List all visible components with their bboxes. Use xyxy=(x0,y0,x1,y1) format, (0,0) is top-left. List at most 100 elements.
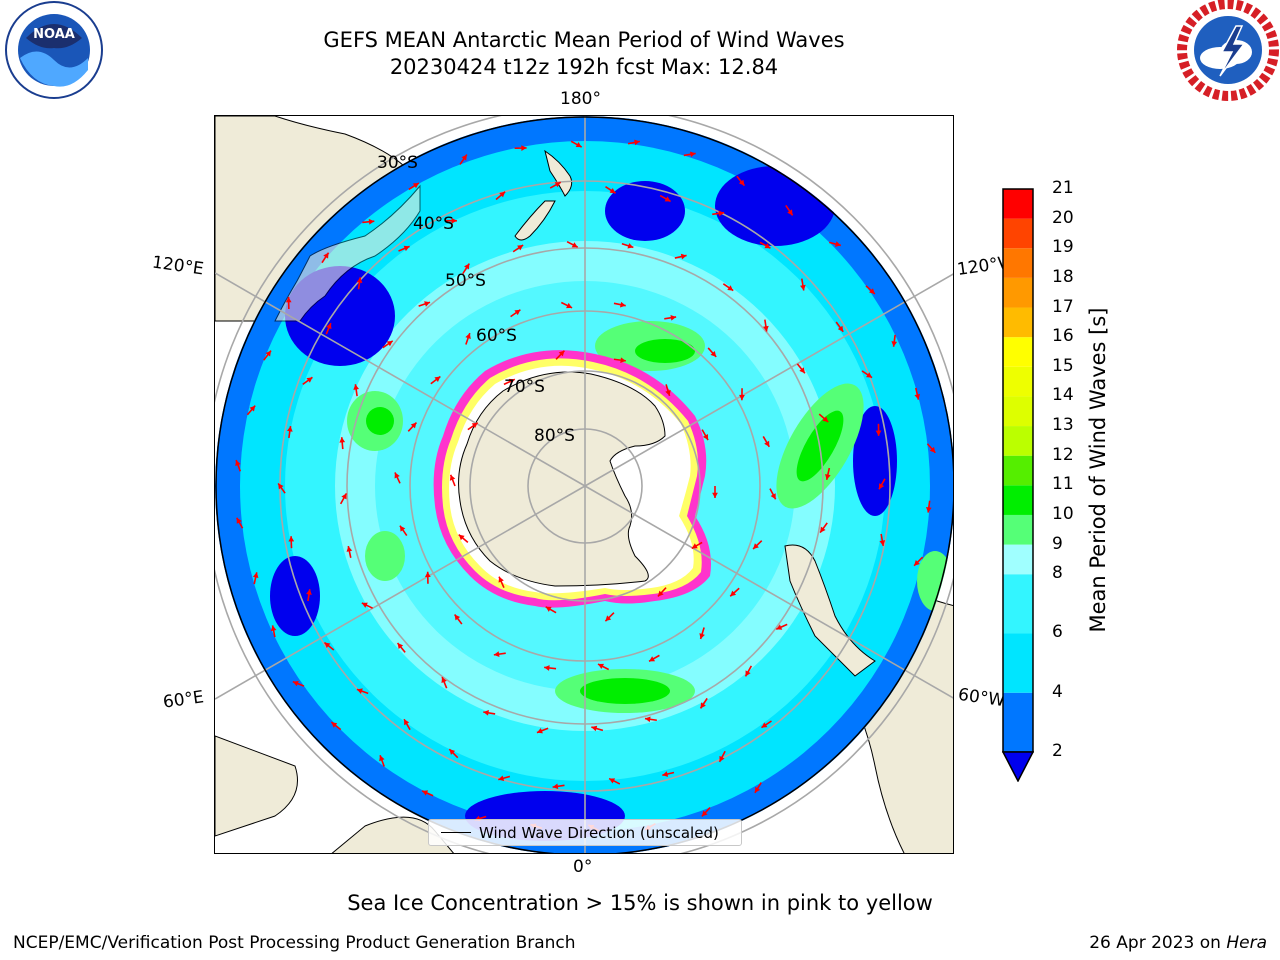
lat-label-40s: 40°S xyxy=(413,214,454,234)
colorbar-bin-0 xyxy=(1003,692,1033,752)
lon-label-180: 180° xyxy=(560,89,601,109)
wind-arrow-head-icon xyxy=(422,790,429,796)
colorbar-bin-2 xyxy=(1003,574,1033,634)
wind-arrow-head-icon xyxy=(399,525,406,532)
map-legend: Wind Wave Direction (unscaled) xyxy=(428,819,742,846)
wind-arrow-head-icon xyxy=(764,243,771,249)
wind-arrow-head-icon xyxy=(449,749,456,755)
wind-arrow-head-icon xyxy=(665,389,671,396)
wind-arrow-head-icon xyxy=(412,183,419,189)
colorbar-bin-11 xyxy=(1003,307,1033,338)
wind-arrow-head-icon xyxy=(699,633,705,640)
colorbar-bin-1 xyxy=(1003,633,1033,693)
wind-arrow-head-icon xyxy=(498,576,504,583)
wind-arrow-head-icon xyxy=(619,301,626,308)
colorbar-bin-9 xyxy=(1003,366,1033,397)
wind-arrow-head-icon xyxy=(386,340,393,347)
wind-arrow-head-icon xyxy=(306,589,312,595)
colorbar-bin-15 xyxy=(1003,189,1033,219)
colorbar-tick-14: 14 xyxy=(1052,385,1074,406)
wind-arrow-head-icon xyxy=(644,716,651,723)
wind-arrow-head-icon xyxy=(664,196,671,202)
wind-arrow-head-icon xyxy=(566,302,573,309)
longitude-lines xyxy=(215,116,953,853)
wind-arrow-head-icon xyxy=(341,493,347,500)
wind-arrow-head-icon xyxy=(288,536,295,542)
wind-arrow-head-icon xyxy=(754,786,761,793)
wind-arrow-head-icon xyxy=(499,191,506,198)
wind-arrow-head-icon xyxy=(252,572,259,579)
footer-credit: NCEP/EMC/Verification Post Processing Pr… xyxy=(13,933,576,953)
wind-arrow-head-icon xyxy=(514,309,521,316)
wind-arrow-head-icon xyxy=(825,474,831,480)
legend-line-icon xyxy=(441,832,471,833)
wind-arrow-head-icon xyxy=(397,643,404,649)
wind-arrow-head-icon xyxy=(454,614,461,621)
wind-arrow-head-icon xyxy=(879,540,886,546)
wind-arrow-head-icon xyxy=(424,301,431,307)
wind-arrow-head-icon xyxy=(869,288,875,294)
wind-arrow-head-icon xyxy=(738,179,745,186)
wind-arrow-head-icon xyxy=(403,245,410,252)
colorbar-tick-8: 8 xyxy=(1052,563,1063,584)
wind-arrow-head-icon xyxy=(866,372,873,378)
wind-arrow-head-icon xyxy=(649,656,656,662)
wind-arrow-head-icon xyxy=(597,663,604,669)
wind-arrow-head-icon xyxy=(483,710,489,716)
land-australia xyxy=(274,184,421,322)
wind-arrow-head-icon xyxy=(368,218,375,225)
colorbar-tick-9: 9 xyxy=(1052,533,1063,554)
colorbar-bin-14 xyxy=(1003,218,1033,249)
wind-arrow-head-icon xyxy=(763,325,769,332)
wind-arrow-head-icon xyxy=(620,357,626,364)
wind-arrow-head-icon xyxy=(331,722,338,728)
colorbar-tick-12: 12 xyxy=(1052,444,1074,465)
chart-subtitle: 20230424 t12z 192h fcst Max: 12.84 xyxy=(389,55,779,79)
wind-arrow-head-icon xyxy=(265,350,271,357)
wind-arrow-head-icon xyxy=(465,333,471,340)
wind-arrow-head-icon xyxy=(424,571,431,578)
colorbar-bin-13 xyxy=(1003,248,1033,278)
wind-arrow-head-icon xyxy=(434,376,441,382)
chart-title: GEFS MEAN Antarctic Mean Period of Wind … xyxy=(323,28,845,52)
wind-arrow-head-icon xyxy=(544,665,550,671)
wind-arrow-head-icon xyxy=(346,546,353,552)
colorbar-bin-3 xyxy=(1003,544,1033,575)
lat-label-50s: 50°S xyxy=(445,271,486,291)
colorbar-tick-4: 4 xyxy=(1052,681,1063,702)
wind-arrow-head-icon xyxy=(278,483,284,490)
wind-arrow-head-icon xyxy=(285,297,292,303)
wind-arrow-head-icon xyxy=(356,277,363,284)
wind-arrow-head-icon xyxy=(339,437,346,443)
wind-arrow-head-icon xyxy=(691,543,698,549)
colorbar-tick-15: 15 xyxy=(1052,355,1074,376)
wind-arrow-head-icon xyxy=(609,187,616,194)
map-boundary xyxy=(215,116,953,853)
wind-arrow-head-icon xyxy=(571,242,578,248)
polar-map: 30°S 40°S 50°S 60°S 70°S 80°S xyxy=(214,115,954,854)
colorbar-tick-20: 20 xyxy=(1052,207,1074,228)
polar-map-canvas xyxy=(215,116,953,853)
colorbar-bin-8 xyxy=(1003,396,1033,427)
wind-arrow-head-icon xyxy=(680,253,687,260)
land-new-zealand xyxy=(514,149,573,241)
colorbar-label: Mean Period of Wind Waves [s] xyxy=(1086,307,1110,633)
wind-arrow-head-icon xyxy=(925,506,932,513)
sea-ice-caption: Sea Ice Concentration > 15% is shown in … xyxy=(347,891,933,915)
national-weather-service-logo xyxy=(1177,0,1279,101)
colorbar-tick-10: 10 xyxy=(1052,503,1074,524)
noaa-logo-text: NOAA xyxy=(33,27,75,42)
wind-arrow-head-icon xyxy=(236,517,242,524)
wind-arrow-head-icon xyxy=(591,725,598,732)
wind-arrow-head-icon xyxy=(835,241,841,247)
wind-arrow-head-icon xyxy=(306,377,313,383)
wind-arrow-head-icon xyxy=(449,474,456,481)
wind-arrow-head-icon xyxy=(701,810,708,817)
wind-arrow-head-icon xyxy=(558,350,565,357)
lon-label-0: 0° xyxy=(573,857,593,877)
footer-machine: Hera xyxy=(1226,933,1267,953)
wind-arrow-head-icon xyxy=(879,483,885,490)
legend-label: Wind Wave Direction (unscaled) xyxy=(479,823,719,842)
wind-arrow-head-icon xyxy=(875,430,882,436)
wind-arrow-head-icon xyxy=(800,284,806,291)
